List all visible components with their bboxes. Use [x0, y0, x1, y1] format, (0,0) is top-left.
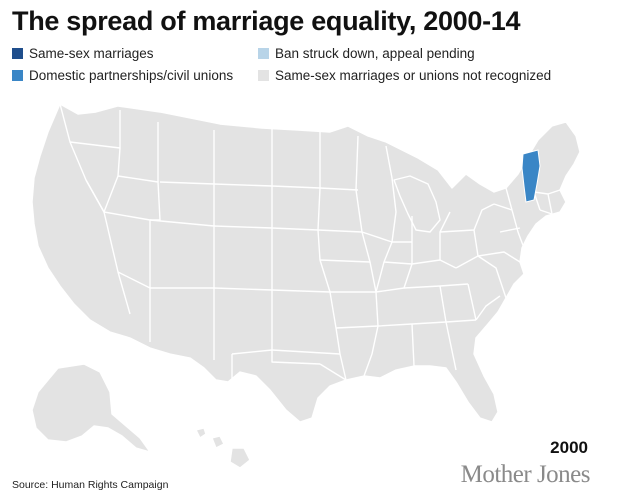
legend-swatch-domestic-partnerships: [12, 70, 23, 81]
state-borders: [59, 103, 561, 393]
hawaii: [229, 447, 251, 469]
state-vermont: [521, 149, 541, 203]
legend-swatch-not-recognized: [258, 70, 269, 81]
legend-label: Same-sex marriages or unions not recogni…: [275, 68, 552, 83]
legend-item-same-sex-marriages: Same-sex marriages: [12, 46, 154, 61]
highlighted-states: [521, 149, 541, 203]
us-map-svg: [31, 103, 581, 469]
legend-item-domestic-partnerships: Domestic partnerships/civil unions: [12, 68, 233, 83]
legend-item-ban-struck-down: Ban struck down, appeal pending: [258, 46, 475, 61]
chart-title: The spread of marriage equality, 2000-14: [12, 6, 521, 36]
hawaii: [211, 435, 225, 449]
source-note: Source: Human Rights Campaign: [12, 479, 169, 491]
hawaii: [195, 427, 207, 439]
us-map: [0, 92, 636, 472]
legend-item-not-recognized: Same-sex marriages or unions not recogni…: [258, 68, 551, 83]
brand-logo: Mother Jones: [460, 461, 591, 488]
legend-label: Domestic partnerships/civil unions: [29, 68, 234, 83]
legend: Same-sex marriages Ban struck down, appe…: [12, 46, 632, 90]
legend-label: Ban struck down, appeal pending: [275, 46, 475, 61]
legend-label: Same-sex marriages: [29, 46, 154, 61]
alaska: [31, 363, 151, 453]
year-label: 2000: [550, 438, 588, 457]
legend-swatch-ban-struck-down: [258, 48, 269, 59]
legend-swatch-same-sex-marriages: [12, 48, 23, 59]
michigan-peninsula: [393, 175, 441, 233]
contiguous-us-landmass: [31, 103, 581, 423]
